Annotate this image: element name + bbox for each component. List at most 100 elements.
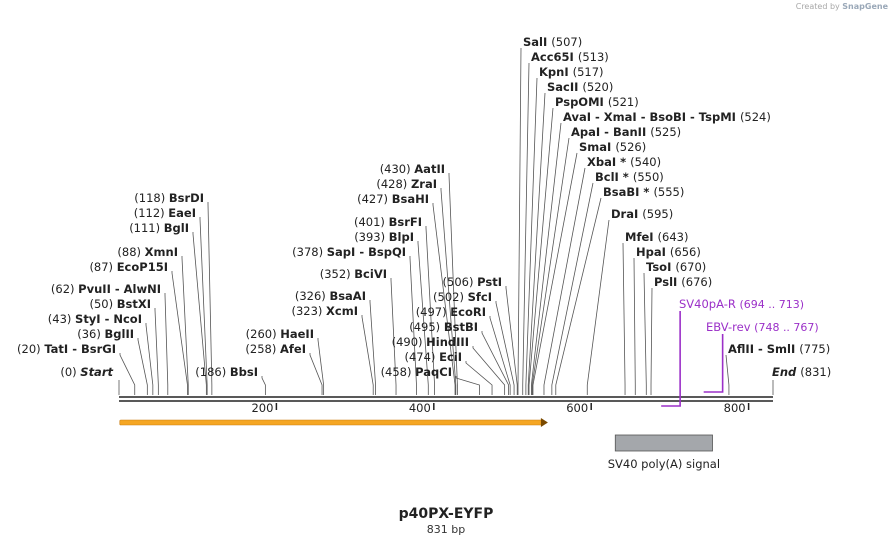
start-position: (0) [60, 365, 80, 379]
site-ecop15i[interactable]: (87) EcoP15I [89, 260, 188, 395]
site-label: DraI (595) [611, 207, 673, 221]
site-smai[interactable]: SmaI (526) [532, 140, 646, 395]
site-line [409, 256, 417, 395]
site-position: (323) [291, 304, 326, 318]
primer-sv40pa-r[interactable]: SV40pA-R (694 .. 713) [661, 297, 804, 407]
site-line [517, 47, 522, 395]
site-styi-ncoi[interactable]: (43) StyI - NcoI [48, 312, 154, 395]
site-name: BsrFI [389, 215, 422, 229]
site-mfei[interactable]: MfeI (643) [622, 230, 689, 395]
end-position: (831) [800, 365, 831, 379]
site-position: (550) [633, 170, 664, 184]
site-name: PspOMI [555, 95, 608, 109]
site-bsrdi[interactable]: (118) BsrDI [134, 191, 213, 395]
orf-arrow[interactable] [119, 418, 548, 427]
site-sacii[interactable]: SacII (520) [527, 80, 613, 395]
site-acc65i[interactable]: Acc65I (513) [522, 50, 609, 395]
feature-box [614, 434, 713, 452]
site-label: ApaI - BanII (525) [571, 125, 681, 139]
primer-ebv-rev[interactable]: EBV-rev (748 .. 767) [703, 320, 819, 393]
site-xbai[interactable]: XbaI * (540) [543, 155, 661, 395]
site-bstxi[interactable]: (50) BstXI [89, 297, 159, 395]
ruler-label-200: 200 [251, 401, 273, 415]
site-psti[interactable]: (506) PstI [443, 275, 518, 395]
site-name: ApaI - BanII [571, 125, 650, 139]
site-psli[interactable]: PslI (676) [650, 275, 712, 395]
site-line [551, 182, 594, 395]
site-label: (260) HaeII [246, 327, 314, 341]
site-line [505, 286, 518, 395]
site-line [489, 316, 511, 395]
site-hindiii[interactable]: (490) HindIII [392, 335, 506, 395]
site-line [361, 315, 374, 395]
site-sfci[interactable]: (502) SfcI [433, 290, 515, 395]
site-aflii-smli[interactable]: AflII - SmlI (775) [725, 342, 830, 395]
site-bcli[interactable]: BclI * (550) [551, 170, 664, 395]
site-xmni[interactable]: (88) XmnI [117, 245, 189, 395]
site-bsaai[interactable]: (326) BsaAI [295, 289, 376, 395]
site-position: (521) [608, 95, 639, 109]
site-eaei[interactable]: (112) EaeI [134, 206, 208, 395]
site-apai-banii[interactable]: ApaI - BanII (525) [531, 125, 681, 395]
site-tsoi[interactable]: TsoI (670) [643, 260, 706, 395]
site-bsabi[interactable]: BsaBI * (555) [555, 185, 685, 395]
site-position: (525) [650, 125, 681, 139]
site-paqci[interactable]: (458) PaqCI [381, 365, 480, 395]
site-sapi-bspqi[interactable]: (378) SapI - BspQI [292, 245, 417, 395]
site-label: KpnI (517) [539, 65, 604, 79]
site-bsrfi[interactable]: (401) BsrFI [354, 215, 435, 395]
site-label: AflII - SmlI (775) [728, 342, 830, 356]
site-drai[interactable]: DraI (595) [586, 207, 673, 395]
site-bglii[interactable]: (36) BglII [77, 327, 148, 395]
site-bstbi[interactable]: (495) BstBI [409, 320, 509, 395]
site-bbsi[interactable]: (186) BbsI [195, 365, 266, 395]
site-bgli[interactable]: (111) BglI [129, 221, 207, 395]
site-afei[interactable]: (258) AfeI [245, 342, 323, 395]
site-xcmi[interactable]: (323) XcmI [291, 304, 374, 395]
site-line [119, 353, 136, 395]
site-ecii[interactable]: (474) EciI [405, 350, 493, 395]
site-kpni[interactable]: KpnI (517) [525, 65, 604, 395]
site-pspomi[interactable]: PspOMI (521) [528, 95, 639, 395]
site-name: MfeI [625, 230, 658, 244]
site-position: (517) [573, 65, 604, 79]
site-position: (506) [443, 275, 478, 289]
site-label: (474) EciI [405, 350, 463, 364]
site-blpi[interactable]: (393) BlpI [354, 230, 429, 395]
site-name: BglII [105, 327, 135, 341]
site-position: (643) [658, 230, 689, 244]
site-ecori[interactable]: (497) EcoRI [416, 305, 511, 395]
site-label: (43) StyI - NcoI [48, 312, 142, 326]
site-name: BsaHI [392, 192, 429, 206]
site-line [390, 278, 397, 395]
site-sali[interactable]: SalI (507) [517, 35, 582, 395]
site-label: (378) SapI - BspQI [292, 245, 406, 259]
site-line [317, 338, 325, 395]
site-position: (112) [134, 206, 169, 220]
site-line [440, 188, 457, 395]
site-bsahi[interactable]: (427) BsaHI [357, 192, 456, 395]
site-position: (507) [551, 35, 582, 49]
site-aatii[interactable]: (430) AatII [380, 162, 458, 395]
site-name: SapI - BspQI [327, 245, 406, 259]
site-label: AvaI - XmaI - BsoBI - TspMI (524) [563, 110, 771, 124]
site-line [527, 92, 546, 395]
site-position: (656) [670, 245, 701, 259]
site-hpai[interactable]: HpaI (656) [633, 245, 701, 395]
site-avai-xmai-bsobi-tspmi[interactable]: AvaI - XmaI - BsoBI - TspMI (524) [530, 110, 771, 395]
site-position: (20) [17, 342, 44, 356]
site-label: (430) AatII [380, 162, 445, 176]
ruler-label-600: 600 [566, 401, 588, 415]
map-title: p40PX-EYFP [398, 506, 494, 522]
site-line [633, 257, 636, 395]
site-line [199, 217, 208, 395]
site-haeii[interactable]: (260) HaeII [246, 327, 325, 395]
site-bcivi[interactable]: (352) BciVI [320, 267, 397, 395]
site-pvuii-alwni[interactable]: (62) PvuII - AlwNI [51, 282, 169, 395]
site-tati-bsrgi[interactable]: (20) TatI - BsrGI [17, 342, 136, 395]
site-position: (676) [681, 275, 712, 289]
site-line [154, 308, 159, 395]
feature-sv40-poly-a-signal[interactable]: SV40 poly(A) signal [608, 434, 720, 471]
site-position: (474) [405, 350, 440, 364]
site-zrai[interactable]: (428) ZraI [376, 177, 457, 395]
